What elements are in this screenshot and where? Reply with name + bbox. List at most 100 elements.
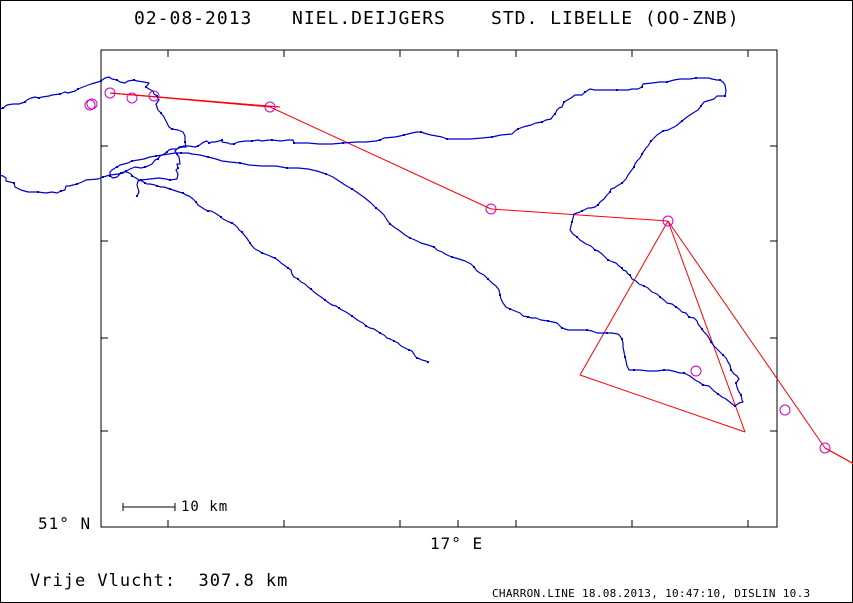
track-fix [365, 325, 367, 327]
track-fix [274, 257, 276, 259]
track-fix [702, 384, 704, 386]
track-fix [724, 95, 726, 97]
track-fix [271, 139, 273, 141]
track-fix [527, 316, 529, 318]
track-fix [379, 332, 381, 334]
track-fix [701, 328, 703, 330]
track-fix [586, 329, 588, 331]
track-fix [409, 237, 411, 239]
turnpoint-marker [84, 99, 96, 111]
turnpoint-marker [485, 203, 497, 215]
track-fix [351, 315, 353, 317]
track-fix [730, 369, 732, 371]
track-fix [251, 140, 253, 142]
track-fix [666, 81, 668, 83]
track-fix [735, 382, 737, 384]
track-fix [125, 170, 127, 172]
turnpoint-marker [819, 442, 831, 454]
scale-bar-label: 10 km [181, 499, 229, 515]
track-fix [675, 306, 677, 308]
track-fix [740, 394, 742, 396]
track-fix [379, 139, 381, 141]
track-fix [220, 216, 222, 218]
track-fix [695, 77, 697, 79]
x-axis-label: 17° E [430, 534, 484, 553]
track-fix [643, 285, 645, 287]
track-fix [734, 405, 736, 407]
track-fix [287, 267, 289, 269]
y-axis-label: 51° N [38, 514, 92, 533]
track-fix [393, 340, 395, 342]
track-fix [195, 201, 197, 203]
track-fix [650, 140, 652, 142]
track-fix [144, 166, 146, 168]
axis-ticks [101, 50, 777, 527]
track-fix [597, 204, 599, 206]
track-fix [60, 190, 62, 192]
flight-track-line [0, 76, 744, 407]
track-fix [408, 349, 410, 351]
task-leg [579, 220, 669, 376]
track-fix [338, 307, 340, 309]
track-fix [140, 179, 142, 181]
track-fix [509, 308, 511, 310]
track-fix [616, 89, 618, 91]
track-fix [571, 221, 573, 223]
track-fix [155, 155, 157, 157]
track-fix [433, 246, 435, 248]
track-fix [662, 130, 664, 132]
track-fix [109, 175, 111, 177]
turnpoint-marker [779, 404, 791, 416]
track-fix [116, 166, 118, 168]
track-fix [561, 327, 563, 329]
track-fix [24, 101, 26, 103]
track-fix [416, 357, 418, 359]
track-fix [180, 146, 182, 148]
track-fix [554, 113, 556, 115]
turnpoint-marker [148, 90, 160, 102]
track-fix [427, 361, 429, 363]
track-fix [633, 369, 635, 371]
track-fix [297, 278, 299, 280]
track-fix [342, 142, 344, 144]
track-fix [100, 80, 102, 82]
track-fix [160, 112, 162, 114]
track-fix [184, 141, 186, 143]
track-fix [166, 151, 168, 153]
track-fix [641, 86, 643, 88]
track-fix [144, 182, 146, 184]
track-fix [145, 86, 147, 88]
track-fix [221, 139, 223, 141]
track-fix [446, 138, 448, 140]
track-fix [38, 97, 40, 99]
track-fix [102, 176, 104, 178]
track-fix [594, 249, 596, 251]
track-fix [59, 93, 61, 95]
track-fix [517, 128, 519, 130]
track-fix [156, 185, 158, 187]
track-fix [621, 182, 623, 184]
track-fix [156, 95, 158, 97]
track-fix [609, 191, 611, 193]
track-fix [76, 183, 78, 185]
track-fix [629, 274, 631, 276]
track-fix [197, 145, 199, 147]
track-fix [621, 267, 623, 269]
track-fix [451, 256, 453, 258]
track-fix [37, 191, 39, 193]
track-fix [207, 210, 209, 212]
track-fix [663, 369, 665, 371]
turnpoint-marker [690, 365, 702, 377]
track-fix [171, 128, 173, 130]
track-fix [293, 142, 295, 144]
track-fix [710, 341, 712, 343]
track-fix [375, 207, 377, 209]
task-leg [109, 92, 271, 108]
track-fix [688, 316, 690, 318]
track-fix [563, 101, 565, 103]
task-leg [824, 447, 853, 464]
track-fix [541, 121, 543, 123]
track-fix [722, 354, 724, 356]
track-fix [581, 210, 583, 212]
header-date: 02-08-2013 [134, 8, 253, 29]
